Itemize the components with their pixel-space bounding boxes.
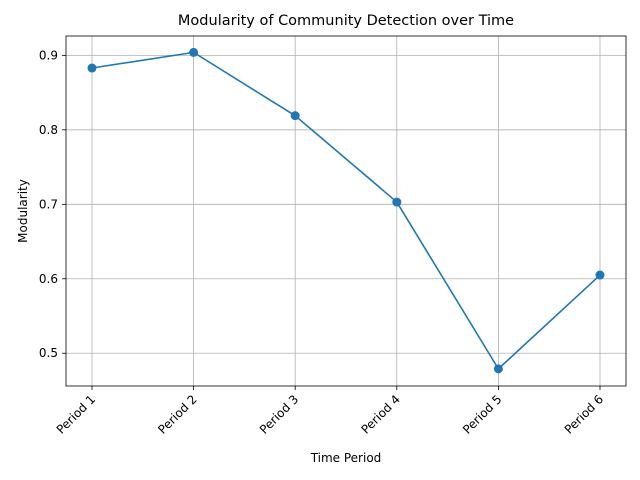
y-axis-label: Modularity [16,179,30,243]
data-point [392,197,402,207]
data-point [595,270,605,280]
series-layer [87,47,605,374]
x-axis-label: Time Period [310,451,382,465]
y-tick-label: 0.9 [39,48,58,62]
grid-layer [66,36,626,386]
y-tick-label: 0.8 [39,123,58,137]
series-line [91,51,601,370]
chart-title: Modularity of Community Detection over T… [178,13,514,29]
y-tick-label: 0.5 [39,346,58,360]
data-point [290,111,300,121]
plot-frame [65,35,627,387]
data-point [87,63,97,73]
y-tick-label: 0.6 [39,272,58,286]
data-point [189,47,199,57]
y-tick-label: 0.7 [39,197,58,211]
data-point [493,364,503,374]
